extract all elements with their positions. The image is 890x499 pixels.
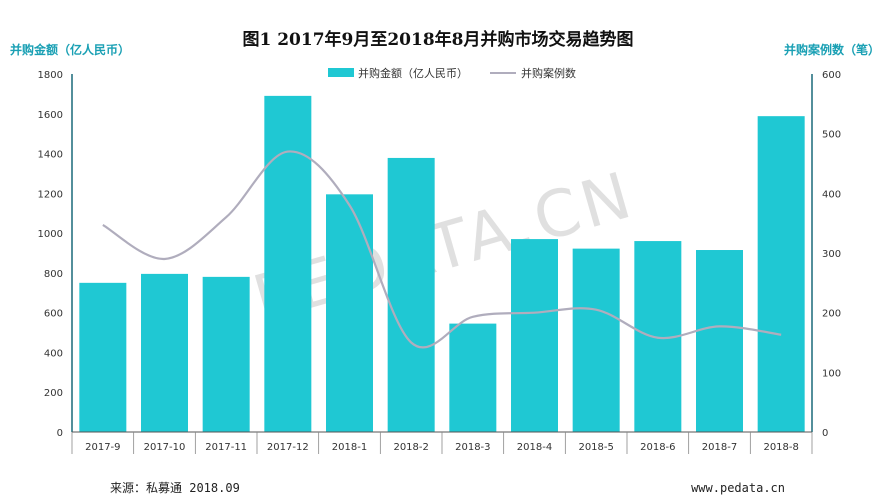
y-tick-label: 1400 [38,150,63,161]
x-tick-label: 2017-9 [85,442,120,453]
y-tick-label: 1000 [38,229,63,240]
y2-tick-label: 0 [822,428,828,439]
x-tick-label: 2017-12 [267,442,309,453]
bar-2018-7 [696,250,743,432]
bar-2017-10 [141,274,188,432]
x-tick-label: 2018-4 [517,442,552,453]
legend-bar-label: 并购金额（亿人民币） [358,66,468,80]
legend-line-label: 并购案例数 [521,66,576,80]
x-tick-label: 2018-3 [455,442,490,453]
x-tick-label: 2018-6 [640,442,675,453]
x-tick-label: 2018-7 [702,442,737,453]
y-tick-label: 800 [44,269,63,280]
x-tick-label: 2018-8 [763,442,798,453]
footer-site: www.pedata.cn [691,481,785,495]
x-tick-label: 2018-1 [332,442,367,453]
y-tick-label: 600 [44,309,63,320]
bar-2017-11 [203,277,250,432]
y-tick-label: 0 [57,428,63,439]
y2-tick-label: 100 [822,368,841,379]
y2-tick-label: 600 [822,70,841,81]
left-axis-title: 并购金额（亿人民币） [10,42,130,57]
bar-2018-8 [758,116,805,432]
y-tick-label: 400 [44,348,63,359]
x-tick-label: 2017-10 [144,442,186,453]
chart-title: 图1 2017年9月至2018年8月并购市场交易趋势图 [242,29,633,50]
y-tick-label: 1800 [38,70,63,81]
bar-2018-3 [449,324,496,432]
bar-2018-5 [573,249,620,432]
x-tick-label: 2017-11 [205,442,247,453]
footer-source: 来源：私募通 2018.09 [110,481,240,495]
x-tick-label: 2018-5 [578,442,613,453]
y-tick-label: 1200 [38,189,63,200]
y2-tick-label: 200 [822,309,841,320]
y2-tick-label: 400 [822,189,841,200]
bar-2018-2 [388,158,435,432]
bar-2018-1 [326,194,373,432]
y-tick-label: 1600 [38,110,63,121]
x-tick-label: 2018-2 [393,442,428,453]
bar-2017-12 [264,96,311,432]
legend-bar-swatch [328,68,354,77]
legend: 并购金额（亿人民币） 并购案例数 [328,66,576,80]
right-axis-title: 并购案例数（笔） [784,42,880,57]
bar-2018-4 [511,239,558,432]
bar-2017-9 [79,283,126,432]
y2-tick-label: 500 [822,130,841,141]
y2-tick-label: 300 [822,249,841,260]
y-tick-label: 200 [44,388,63,399]
